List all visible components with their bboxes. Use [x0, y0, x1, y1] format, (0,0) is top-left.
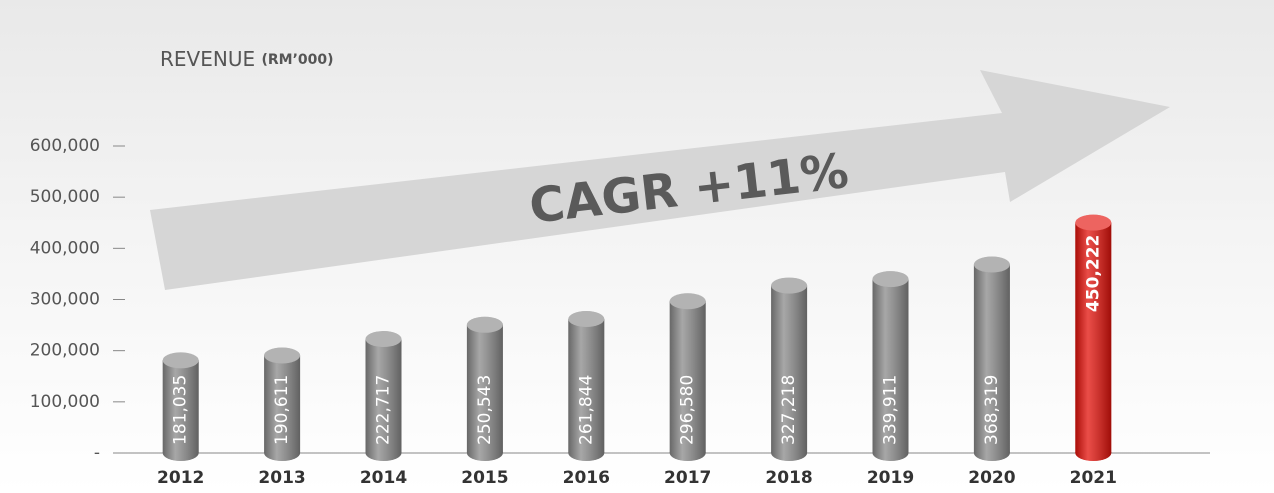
y-tick-label: 300,000	[30, 290, 100, 310]
subtitle: (RM’000)	[261, 52, 333, 68]
bar-part	[466, 316, 503, 333]
bar-part	[973, 256, 1010, 273]
bar-part	[568, 319, 605, 453]
bar-part	[669, 293, 706, 310]
bar-part	[973, 256, 1010, 273]
bar-part	[264, 347, 301, 364]
bar-part	[162, 360, 199, 453]
value-label: 250,543	[475, 375, 495, 445]
arrow	[150, 70, 1170, 290]
value-label: 190,611	[272, 375, 292, 445]
x-tick-label: 2020	[968, 468, 1015, 488]
bar-part	[365, 331, 402, 348]
x-tick-label: 2015	[461, 468, 508, 488]
bar-part	[162, 352, 199, 369]
bar-part	[264, 355, 301, 453]
value-label: 368,319	[982, 375, 1002, 445]
x-tick-label: 2017	[664, 468, 711, 488]
bar-part	[365, 331, 402, 348]
bar	[568, 311, 605, 461]
bar-part	[264, 347, 301, 364]
value-label: 450,222	[1083, 235, 1103, 312]
value-label: 181,035	[171, 375, 191, 445]
bar-part	[466, 324, 503, 453]
bar-part	[872, 271, 909, 288]
y-tick-label: 600,000	[30, 136, 100, 156]
y-tick-label: 500,000	[30, 187, 100, 207]
title: REVENUE	[160, 47, 255, 71]
bar	[973, 256, 1010, 461]
bar-part	[771, 285, 808, 453]
bar-part	[466, 316, 503, 333]
bar-part	[669, 301, 706, 453]
bar	[365, 331, 402, 461]
bar-part	[771, 277, 808, 294]
value-label: 339,911	[881, 375, 901, 445]
bar	[872, 271, 909, 461]
bar-part	[1075, 222, 1112, 453]
bar	[162, 352, 199, 461]
bar	[669, 293, 706, 461]
x-tick-label: 2018	[765, 468, 812, 488]
bar-part	[365, 339, 402, 453]
chart-title: REVENUE (RM’000)	[160, 47, 334, 71]
bar-part	[162, 352, 199, 369]
bar	[771, 277, 808, 461]
value-label: 327,218	[779, 375, 799, 445]
bar-part	[1075, 214, 1112, 231]
bar-part	[771, 277, 808, 294]
bar-part	[568, 311, 605, 328]
value-label: 296,580	[678, 375, 698, 445]
value-label: 261,844	[576, 375, 596, 445]
bar-part	[1075, 214, 1112, 231]
x-tick-label: 2019	[867, 468, 914, 488]
y-tick-label: -	[94, 443, 100, 463]
bar-part	[872, 271, 909, 288]
bar	[466, 316, 503, 461]
y-tick-label: 400,000	[30, 238, 100, 258]
value-label: 222,717	[374, 375, 394, 445]
x-tick-label: 2013	[258, 468, 305, 488]
bar	[1075, 214, 1112, 461]
bar-part	[669, 293, 706, 310]
bar-part	[872, 279, 909, 453]
x-tick-label: 2016	[563, 468, 610, 488]
y-tick-label: 200,000	[30, 341, 100, 361]
bar	[264, 347, 301, 461]
x-tick-label: 2021	[1070, 468, 1117, 488]
x-tick-label: 2012	[157, 468, 204, 488]
y-tick-label: 100,000	[30, 392, 100, 412]
bar-part	[568, 311, 605, 328]
bar-part	[973, 264, 1010, 453]
x-tick-label: 2014	[360, 468, 407, 488]
